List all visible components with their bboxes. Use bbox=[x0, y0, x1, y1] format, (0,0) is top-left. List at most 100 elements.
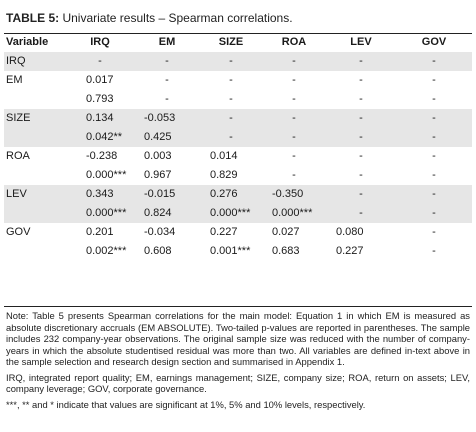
table-cell: 0.000*** bbox=[86, 169, 127, 181]
table-cell: 0.425 bbox=[134, 128, 200, 147]
table-cell: - bbox=[292, 93, 296, 105]
table-cell: 0.042** bbox=[66, 128, 134, 147]
table-cell: -0.015 bbox=[134, 185, 200, 204]
table-row: 0.002*** 0.608 0.001*** 0.683 0.227 - bbox=[4, 242, 472, 261]
row-label bbox=[4, 90, 66, 109]
table-cell: - bbox=[432, 245, 436, 257]
table-cell: 0.227 bbox=[336, 245, 364, 257]
table-cell: - bbox=[262, 109, 326, 128]
table-row: LEV 0.343 -0.015 0.276 -0.350- - bbox=[4, 185, 472, 204]
table-cell: 0.080 bbox=[336, 226, 364, 238]
table-row: ROA -0.238 0.003 0.014 - - - bbox=[4, 147, 472, 166]
table-cell: - bbox=[229, 74, 233, 86]
table-title: TABLE 5: Univariate results – Spearman c… bbox=[6, 10, 293, 26]
table-row: EM 0.017 - - - - - bbox=[4, 71, 472, 90]
header-row: Variable IRQ EM SIZE ROA LEV GOV bbox=[4, 33, 472, 52]
col-header-gov: GOV bbox=[421, 36, 447, 48]
table-cell: - bbox=[292, 169, 296, 181]
table-cell: - bbox=[396, 185, 472, 204]
table-cell: 0.003 bbox=[144, 150, 172, 162]
table-cell: - bbox=[134, 52, 200, 71]
table-cell: -0.053 bbox=[134, 109, 200, 128]
table-row: 0.000*** 0.967 0.829 - - - bbox=[4, 166, 472, 185]
table-cell: -0.350 bbox=[262, 185, 326, 204]
table-cell: 0.829 bbox=[210, 169, 238, 181]
table-cell: 0.017 bbox=[86, 74, 114, 86]
table-cell: 0.683 bbox=[272, 245, 300, 257]
table-cell: - bbox=[229, 93, 233, 105]
table-cell: 0.001*** bbox=[210, 245, 251, 257]
table-cell: - bbox=[359, 93, 363, 105]
col-header-roa: ROA bbox=[281, 36, 307, 48]
table-cell: 0.002*** bbox=[86, 245, 127, 257]
table-cell: - bbox=[292, 150, 296, 162]
row-label: LEV bbox=[4, 185, 66, 204]
table-cell: 0.000*** bbox=[66, 204, 134, 223]
col-header-lev: LEV bbox=[350, 36, 372, 48]
table-cell: 0.276 bbox=[200, 185, 262, 204]
row-label bbox=[4, 242, 66, 261]
row-label bbox=[4, 166, 66, 185]
table-cell: - bbox=[432, 150, 436, 162]
row-label: GOV bbox=[6, 226, 31, 238]
table-cell: - bbox=[432, 93, 436, 105]
row-label: SIZE bbox=[4, 109, 66, 128]
table-label: TABLE 5: bbox=[6, 11, 60, 25]
table-cell: - bbox=[326, 204, 396, 223]
correlation-table: Variable IRQ EM SIZE ROA LEV GOV IRQ - - - -… bbox=[4, 33, 472, 261]
table-cell: - bbox=[359, 150, 363, 162]
table-row: IRQ - - - - - - bbox=[4, 52, 472, 71]
table-cell: - bbox=[326, 185, 396, 204]
table-row: 0.042** 0.425- - - - bbox=[4, 128, 472, 147]
table-cell: - bbox=[326, 109, 396, 128]
table-row: SIZE 0.134 -0.053- - - - bbox=[4, 109, 472, 128]
table-cell: - bbox=[262, 52, 326, 71]
table-cell: 0.967 bbox=[144, 169, 172, 181]
table-cell: - bbox=[165, 93, 169, 105]
table-cell: - bbox=[432, 169, 436, 181]
table-row: GOV 0.201 -0.034 0.227 0.027 0.080 - bbox=[4, 223, 472, 242]
col-header-irq: IRQ bbox=[90, 36, 110, 48]
table-cell: - bbox=[200, 52, 262, 71]
table-cell: 0.000*** bbox=[262, 204, 326, 223]
table-cell: -0.034 bbox=[144, 226, 176, 238]
row-label: IRQ bbox=[4, 52, 66, 71]
table-cell: - bbox=[396, 52, 472, 71]
table-cell: - bbox=[432, 226, 436, 238]
col-header-variable: Variable bbox=[6, 36, 49, 48]
table-cell: 0.027 bbox=[272, 226, 300, 238]
table-cell: - bbox=[396, 128, 472, 147]
top-rule bbox=[4, 33, 472, 34]
note-abbreviations: IRQ, integrated report quality; EM, earn… bbox=[6, 371, 470, 395]
table-cell: - bbox=[66, 52, 134, 71]
table-cell: - bbox=[326, 52, 396, 71]
table-cell: 0.201 bbox=[86, 226, 114, 238]
row-label: ROA bbox=[6, 150, 30, 162]
table-row: 0.793 - - - - - bbox=[4, 90, 472, 109]
table-cell: - bbox=[432, 74, 436, 86]
table-cell: 0.824 bbox=[134, 204, 200, 223]
table-cell: 0.608 bbox=[144, 245, 172, 257]
table-cell: - bbox=[396, 109, 472, 128]
table-cell: 0.227 bbox=[210, 226, 238, 238]
table-cell: - bbox=[165, 74, 169, 86]
table-cell: - bbox=[200, 128, 262, 147]
col-header-size: SIZE bbox=[218, 36, 244, 48]
table-cell: - bbox=[292, 74, 296, 86]
table-cell: - bbox=[359, 169, 363, 181]
table-cell: 0.343 bbox=[66, 185, 134, 204]
table-body: IRQ - - - - - - EM 0.017- - - - -0.793- - - - - SIZE 0.134… bbox=[4, 52, 472, 261]
row-label bbox=[4, 128, 66, 147]
table-cell: - bbox=[359, 74, 363, 86]
table-cell: - bbox=[396, 204, 472, 223]
row-label: EM bbox=[6, 74, 23, 86]
row-label bbox=[4, 204, 66, 223]
note-significance: ***, ** and * indicate that values are s… bbox=[6, 398, 366, 410]
table-row: 0.000*** 0.824 0.000*** 0.000*** - - bbox=[4, 204, 472, 223]
table-cell: 0.134 bbox=[66, 109, 134, 128]
table-cell: - bbox=[200, 109, 262, 128]
table-cell: -0.238 bbox=[86, 150, 118, 162]
table-cell: 0.793 bbox=[86, 93, 114, 105]
note-main: Note: Table 5 presents Spearman correlat… bbox=[6, 310, 470, 367]
table-cell: 0.000*** bbox=[200, 204, 262, 223]
